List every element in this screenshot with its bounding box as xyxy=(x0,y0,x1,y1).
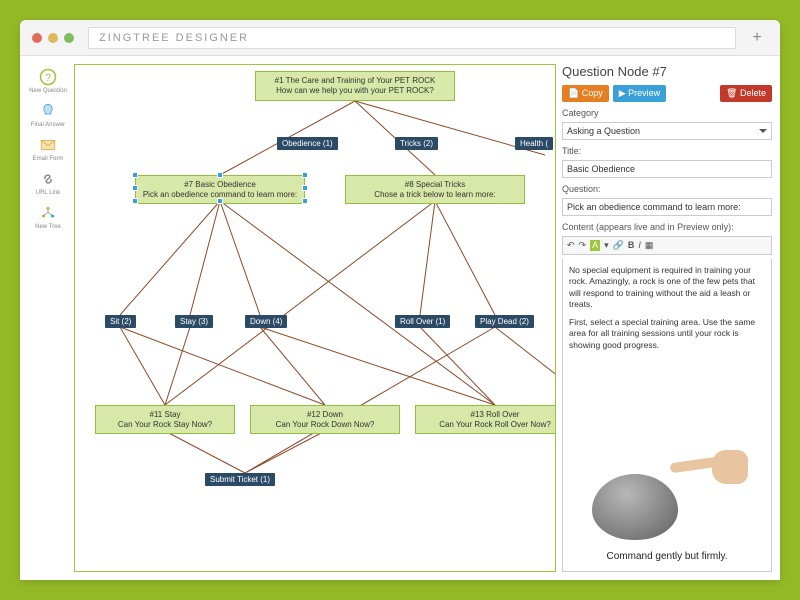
min-dot[interactable] xyxy=(48,33,58,43)
node-n1[interactable]: #1 The Care and Training of Your PET ROC… xyxy=(255,71,455,101)
tool-link[interactable]: URL Link xyxy=(36,170,60,196)
node-n11[interactable]: #11 StayCan Your Rock Stay Now? xyxy=(95,405,235,434)
resize-handle[interactable] xyxy=(302,172,308,178)
svg-text:?: ? xyxy=(45,72,51,84)
edge-label[interactable]: Roll Over (1) xyxy=(395,315,450,328)
content-para-1: No special equipment is required in trai… xyxy=(569,265,765,311)
copy-button[interactable]: 📄 Copy xyxy=(562,85,609,102)
edge-label[interactable]: Sit (2) xyxy=(105,315,136,328)
rte-content[interactable]: No special equipment is required in trai… xyxy=(562,259,772,572)
panel-title: Question Node #7 xyxy=(562,64,772,79)
resize-handle[interactable] xyxy=(132,198,138,204)
browser-window: ZINGTREE DESIGNER + ?New Question Final A… xyxy=(20,20,780,580)
title-input[interactable] xyxy=(562,160,772,178)
bold-icon[interactable]: B xyxy=(628,240,635,251)
edge-label[interactable]: Down (4) xyxy=(245,315,287,328)
title-label: Title: xyxy=(562,146,772,156)
italic-icon[interactable]: I xyxy=(638,240,641,251)
resize-handle[interactable] xyxy=(132,172,138,178)
designer-app: ?New Question Final Answer Email Form URL L… xyxy=(20,56,780,580)
node-n12[interactable]: #12 DownCan Your Rock Down Now? xyxy=(250,405,400,434)
tool-tree[interactable]: New Tree xyxy=(35,204,61,230)
content-image: Command gently but firmly. xyxy=(569,357,765,565)
max-dot[interactable] xyxy=(64,33,74,43)
highlight-icon[interactable]: A xyxy=(590,240,600,251)
delete-button[interactable]: 🗑 Delete xyxy=(720,85,772,102)
tool-question[interactable]: ?New Question xyxy=(29,68,67,94)
content-para-2: First, select a special training area. U… xyxy=(569,317,765,351)
resize-handle[interactable] xyxy=(132,185,138,191)
resize-handle[interactable] xyxy=(217,172,223,178)
question-input[interactable] xyxy=(562,198,772,216)
properties-panel: Question Node #7 📄 Copy ▶ Preview 🗑 Dele… xyxy=(562,64,772,572)
sep: ▾ xyxy=(604,240,609,251)
rock-graphic xyxy=(592,474,678,540)
panel-button-row: 📄 Copy ▶ Preview 🗑 Delete xyxy=(562,85,772,102)
content-label: Content (appears live and in Preview onl… xyxy=(562,222,772,232)
edge-label[interactable]: Submit Ticket (1) xyxy=(205,473,275,486)
tool-mail[interactable]: Email Form xyxy=(33,136,64,162)
edge-label[interactable]: Tricks (2) xyxy=(395,137,438,150)
left-toolbar: ?New Question Final Answer Email Form URL L… xyxy=(28,64,68,572)
category-select[interactable]: Asking a Question xyxy=(562,122,772,140)
address-bar[interactable]: ZINGTREE DESIGNER xyxy=(88,27,736,49)
category-label: Category xyxy=(562,108,772,118)
edge-label[interactable]: Obedience (1) xyxy=(277,137,338,150)
node-n8[interactable]: #8 Special TricksChose a trick below to … xyxy=(345,175,525,204)
link-icon[interactable]: 🔗 xyxy=(613,240,624,251)
edge-label[interactable]: Stay (3) xyxy=(175,315,213,328)
hand-graphic xyxy=(670,442,748,490)
image-caption: Command gently but firmly. xyxy=(607,550,728,564)
node-n13[interactable]: #13 Roll OverCan Your Rock Roll Over Now… xyxy=(415,405,556,434)
edge-label[interactable]: Health ( xyxy=(515,137,553,150)
edge-label[interactable]: Play Dead (2) xyxy=(475,315,534,328)
preview-button[interactable]: ▶ Preview xyxy=(613,85,666,102)
resize-handle[interactable] xyxy=(302,198,308,204)
close-dot[interactable] xyxy=(32,33,42,43)
tool-bulb[interactable]: Final Answer xyxy=(31,102,65,128)
new-tab-button[interactable]: + xyxy=(746,29,768,47)
resize-handle[interactable] xyxy=(302,185,308,191)
resize-handle[interactable] xyxy=(217,198,223,204)
flowchart-canvas[interactable]: #1 The Care and Training of Your PET ROC… xyxy=(74,64,556,572)
redo-icon[interactable]: ↷ xyxy=(579,240,587,251)
question-label: Question: xyxy=(562,184,772,194)
undo-icon[interactable]: ↶ xyxy=(567,240,575,251)
browser-chrome: ZINGTREE DESIGNER + xyxy=(20,20,780,56)
more-icon[interactable]: ▦ xyxy=(645,240,654,251)
rte-toolbar: ↶ ↷ A ▾ 🔗 B I ▦ xyxy=(562,236,772,255)
window-controls xyxy=(32,33,74,43)
